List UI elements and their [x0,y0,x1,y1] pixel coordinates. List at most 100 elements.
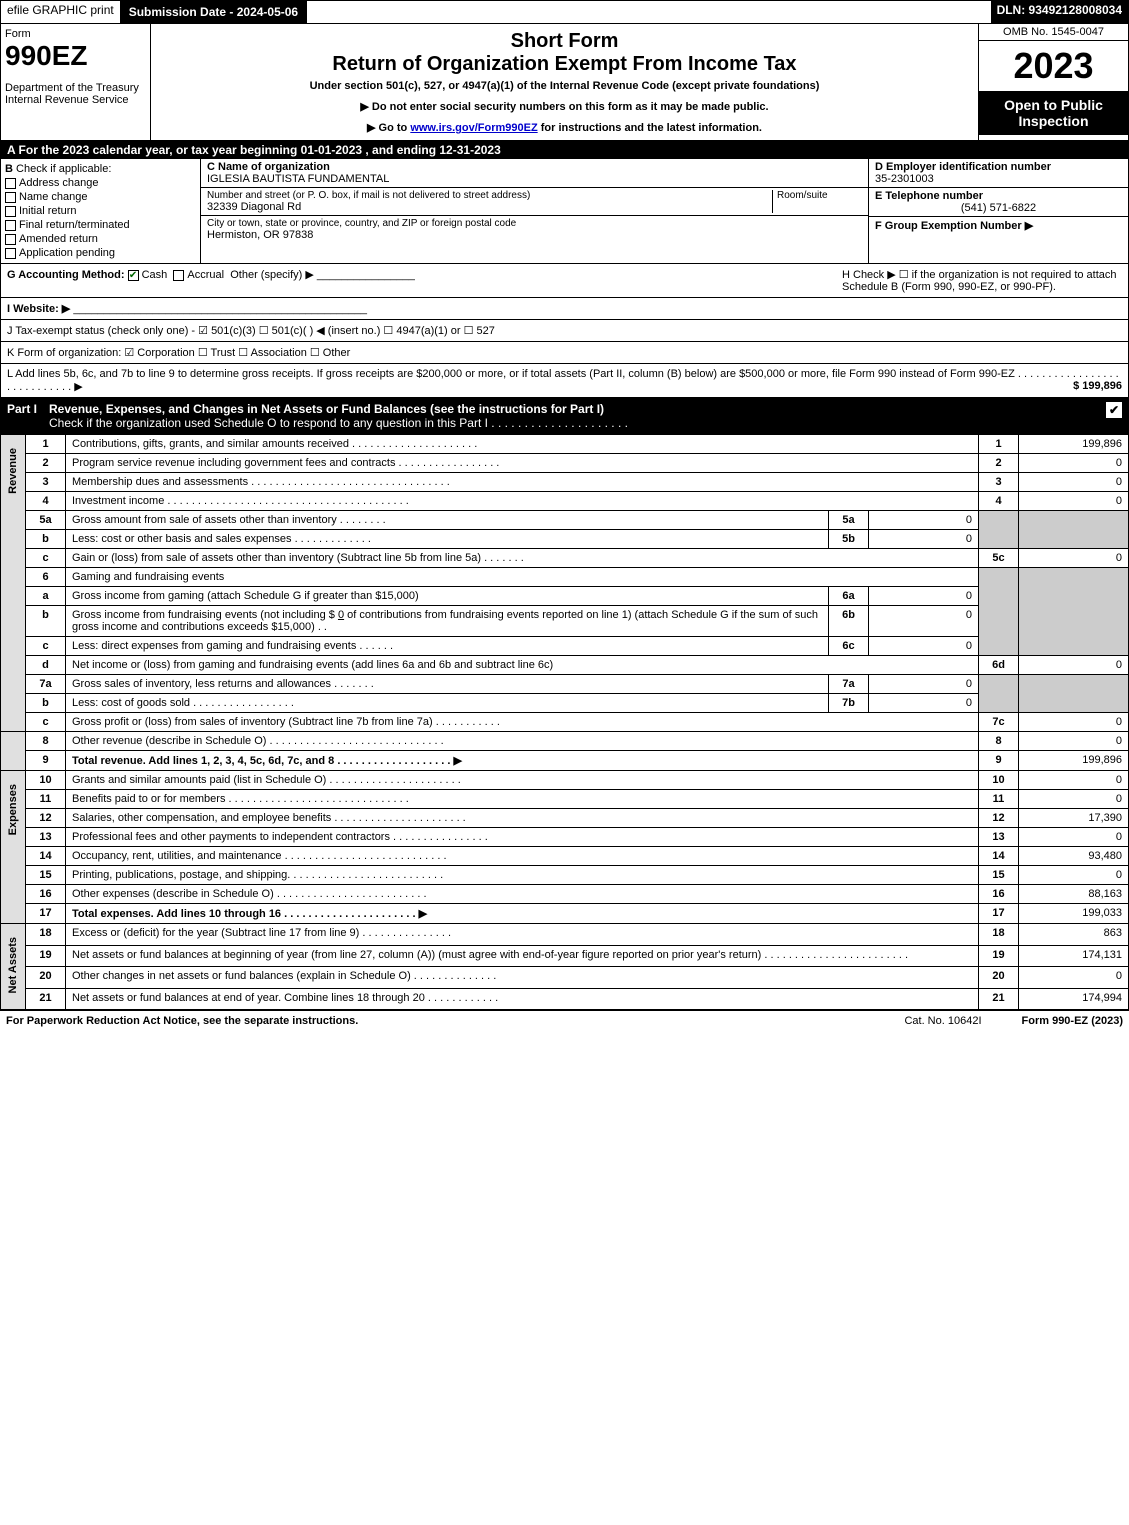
schedule-o-checkbox[interactable]: ✔ [1106,402,1122,418]
checkbox-icon[interactable] [5,206,16,217]
block-bcdef: B Check if applicable: Address change Na… [0,159,1129,264]
line-17-text: Total expenses. Add lines 10 through 16 … [66,904,979,924]
cash-label: Cash [142,269,168,281]
line-3-amt: 0 [1019,473,1129,492]
schedule-o-text: Check if the organization used Schedule … [49,416,628,430]
link-note-post: for instructions and the latest informat… [538,122,762,134]
group-exemption-label: F Group Exemption Number ▶ [875,219,1122,232]
line-2-amt: 0 [1019,454,1129,473]
row-l-amount: $ 199,896 [1073,380,1122,392]
checkbox-icon[interactable] [5,192,16,203]
row-l-text: L Add lines 5b, 6c, and 7b to line 9 to … [7,368,1119,393]
accrual-label: Accrual [187,269,224,281]
efile-label[interactable]: efile GRAPHIC print [1,1,121,23]
chk-application-pending[interactable]: Application pending [5,247,196,259]
chk-name-change[interactable]: Name change [5,191,196,203]
header-left: Form 990EZ Department of the Treasury In… [1,24,151,140]
line-6b-sub: 6b [829,606,869,637]
line-4-amt: 0 [1019,492,1129,511]
line-1-text: Contributions, gifts, grants, and simila… [66,435,979,454]
section-a: A For the 2023 calendar year, or tax yea… [0,141,1129,159]
line-6-text: Gaming and fundraising events [66,568,979,587]
row-l: L Add lines 5b, 6c, and 7b to line 9 to … [0,364,1129,398]
line-13-numr: 13 [979,828,1019,847]
line-15-num: 15 [26,866,66,885]
chk-initial-return[interactable]: Initial return [5,205,196,217]
line-5c-text: Gain or (loss) from sale of assets other… [66,549,979,568]
part-i-title: Revenue, Expenses, and Changes in Net As… [49,402,604,416]
line-19-amt: 174,131 [1019,945,1129,967]
link-note-pre: ▶ Go to [367,122,410,134]
line-15-text: Printing, publications, postage, and shi… [66,866,979,885]
line-7c-amt: 0 [1019,713,1129,732]
line-6c-num: c [26,637,66,656]
line-9-amt: 199,896 [1019,751,1129,771]
line-11-numr: 11 [979,790,1019,809]
line-3-text: Membership dues and assessments . . . . … [66,473,979,492]
line-7a-samt: 0 [869,675,979,694]
chk-final-return[interactable]: Final return/terminated [5,219,196,231]
part-i-label: Part I [7,402,37,430]
line-19-num: 19 [26,945,66,967]
line-2-num: 2 [26,454,66,473]
row-g-h: G Accounting Method: Cash Accrual Other … [0,264,1129,298]
line-14-amt: 93,480 [1019,847,1129,866]
chk-label-5: Application pending [19,247,115,259]
chk-amended-return[interactable]: Amended return [5,233,196,245]
line-5b-samt: 0 [869,530,979,549]
line-7c-numr: 7c [979,713,1019,732]
chk-accrual[interactable] [173,270,184,281]
street-label: Number and street (or P. O. box, if mail… [207,190,772,201]
line-7a-text: Gross sales of inventory, less returns a… [66,675,829,694]
inspection-label: Open to Public Inspection [979,91,1128,135]
line-6d-amt: 0 [1019,656,1129,675]
line-10-num: 10 [26,771,66,790]
irs-link[interactable]: www.irs.gov/Form990EZ [410,122,537,134]
line-9-text: Total revenue. Add lines 1, 2, 3, 4, 5c,… [66,751,979,771]
line-16-numr: 16 [979,885,1019,904]
line-2-text: Program service revenue including govern… [66,454,979,473]
line-6c-sub: 6c [829,637,869,656]
line-6b-text: Gross income from fundraising events (no… [66,606,829,637]
submission-date-button[interactable]: Submission Date - 2024-05-06 [121,1,307,23]
phone-value: (541) 571-6822 [875,202,1122,214]
city-label: City or town, state or province, country… [207,218,862,229]
shaded-5 [979,511,1019,549]
chk-label-2: Initial return [19,205,76,217]
section-b-label: B [5,163,13,175]
section-c: C Name of organization IGLESIA BAUTISTA … [201,159,868,263]
line-12-numr: 12 [979,809,1019,828]
chk-label-4: Amended return [19,233,98,245]
accounting-method-label: G Accounting Method: [7,269,125,281]
line-6a-sub: 6a [829,587,869,606]
checkbox-icon[interactable] [5,234,16,245]
street-value: 32339 Diagonal Rd [207,201,772,213]
line-12-amt: 17,390 [1019,809,1129,828]
line-6b-value: 0 [338,609,344,621]
line-8-num: 8 [26,732,66,751]
line-6d-text: Net income or (loss) from gaming and fun… [66,656,979,675]
line-15-numr: 15 [979,866,1019,885]
line-12-text: Salaries, other compensation, and employ… [66,809,979,828]
line-7b-text: Less: cost of goods sold . . . . . . . .… [66,694,829,713]
line-21-text: Net assets or fund balances at end of ye… [66,988,979,1010]
line-20-num: 20 [26,967,66,989]
line-5a-num: 5a [26,511,66,530]
line-3-numr: 3 [979,473,1019,492]
line-17-num: 17 [26,904,66,924]
checkbox-icon[interactable] [5,220,16,231]
row-i: I Website: ▶ ___________________________… [0,298,1129,320]
chk-cash[interactable] [128,270,139,281]
line-18-num: 18 [26,924,66,946]
checkbox-icon[interactable] [5,178,16,189]
link-note: ▶ Go to www.irs.gov/Form990EZ for instru… [157,121,972,134]
checkbox-icon[interactable] [5,248,16,259]
line-19-text: Net assets or fund balances at beginning… [66,945,979,967]
footer-left: For Paperwork Reduction Act Notice, see … [6,1015,358,1027]
line-5b-num: b [26,530,66,549]
ein-label: D Employer identification number [875,161,1122,173]
line-18-amt: 863 [1019,924,1129,946]
chk-address-change[interactable]: Address change [5,177,196,189]
line-6d-numr: 6d [979,656,1019,675]
line-7b-num: b [26,694,66,713]
